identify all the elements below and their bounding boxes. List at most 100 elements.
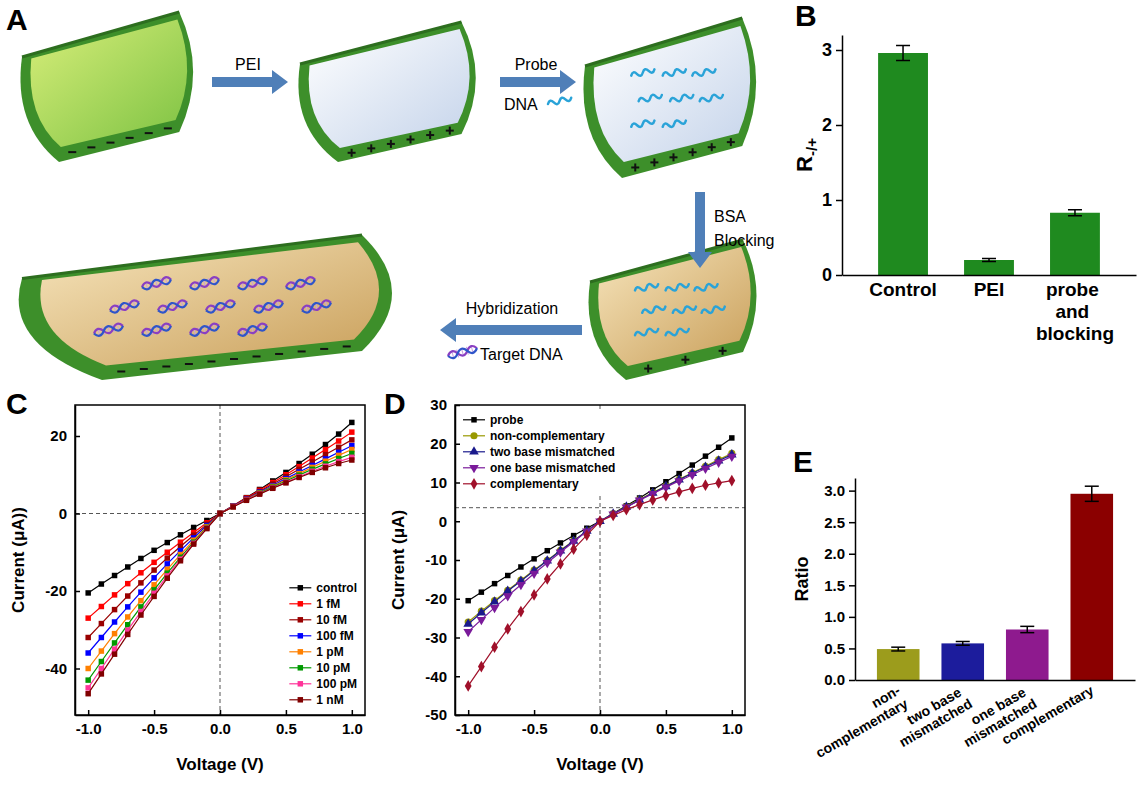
x-axis-tick-label: -1.0: [456, 720, 482, 737]
y-axis-tick-mark: [75, 591, 80, 593]
dna-strand: [189, 322, 220, 337]
x-axis-tick-label: 1.0: [722, 720, 743, 737]
series-marker: [165, 540, 170, 545]
series-marker: [610, 510, 617, 522]
y-axis-tick-mark: [455, 599, 460, 601]
bar: [878, 53, 928, 275]
y-axis-tick-mark: [455, 521, 460, 523]
error-bar-line: [891, 646, 905, 648]
x-axis: -1.0-0.50.00.51.0: [76, 710, 366, 737]
y-axis-tick-mark: [455, 715, 460, 717]
diagram-label: Target DNA: [480, 346, 563, 363]
legend-background: [286, 579, 360, 709]
x-axis-tick: complementary: [999, 680, 1097, 748]
legend-marker: [298, 617, 303, 622]
series-marker: [296, 474, 301, 479]
x-axis-tick: PEI: [974, 275, 1005, 300]
series-marker: [676, 486, 683, 498]
series-marker: [690, 462, 695, 467]
series-marker: [323, 442, 328, 447]
x-axis-tick-label: one base mismatched: [953, 682, 1039, 750]
double-strand-dna: [237, 276, 268, 291]
x-axis-tick-label: non-complementary: [805, 682, 911, 761]
series-marker: [557, 558, 564, 570]
series-marker: [112, 631, 117, 636]
x-axis-tick: -0.5: [142, 710, 168, 737]
y-axis-tick: 0: [59, 505, 80, 522]
series-marker: [270, 485, 275, 490]
double-strand-dna: [189, 276, 220, 291]
legend-item: complementary: [463, 477, 579, 491]
x-axis-tick-label: -0.5: [522, 720, 548, 737]
charge-sign: [230, 358, 238, 360]
y-axis-tick: -20: [425, 590, 460, 607]
series-marker: [703, 453, 708, 458]
y-axis-line: [855, 479, 857, 681]
series-marker: [463, 618, 473, 626]
series-marker: [112, 619, 117, 624]
series-marker: [728, 475, 735, 487]
legend-marker: [298, 633, 303, 638]
charge-sign: [253, 355, 261, 357]
legend-label: 100 fM: [316, 629, 353, 643]
x-axis-tick: -0.5: [522, 710, 548, 737]
double-strand-dna: [141, 322, 172, 337]
error-bar-line: [956, 645, 970, 647]
arrow: [440, 318, 582, 342]
series-marker: [217, 511, 222, 516]
legend-label: probe: [490, 413, 524, 427]
x-axis-tick-mark: [732, 710, 734, 715]
legend-marker: [298, 585, 303, 590]
probe-dna: [669, 93, 693, 104]
dna-strand: [285, 276, 316, 291]
series-marker: [465, 598, 470, 603]
y-axis-tick: 0.0: [824, 671, 855, 688]
series-marker: [230, 503, 235, 508]
x-axis-tick-label: 0.0: [590, 720, 611, 737]
series-marker: [85, 677, 90, 682]
series-marker: [544, 573, 551, 585]
legend-item: two base mismatched: [463, 445, 615, 459]
y-axis-tick: -10: [425, 551, 460, 568]
y-axis-tick: 1.5: [824, 577, 855, 594]
series-marker: [112, 573, 117, 578]
legend-marker: [298, 681, 303, 686]
plot-area: [75, 405, 365, 715]
series-marker: [165, 575, 170, 580]
y-axis-tick: 2: [822, 115, 842, 135]
charge-sign: [87, 146, 95, 148]
charge-sign: [684, 356, 686, 364]
charge-sign: [343, 345, 351, 347]
y-axis-tick-label: -10: [425, 551, 447, 568]
x-axis-tick-label: -0.5: [142, 720, 168, 737]
series-marker: [138, 556, 143, 561]
y-axis-tick-mark: [75, 668, 80, 670]
series-marker: [217, 511, 222, 516]
dna-strand: [93, 322, 124, 337]
tube-inner: [593, 26, 750, 162]
dna-strand: [447, 345, 478, 360]
y-axis-tick-mark: [75, 513, 80, 515]
y-axis-tick-label: 1.5: [824, 577, 845, 594]
series-marker: [516, 582, 526, 590]
x-axis-tick: 0.0: [590, 710, 611, 737]
error-bar-line: [1020, 626, 1034, 628]
y-axis-tick-label: 0: [439, 513, 447, 530]
probe-dna: [665, 327, 689, 338]
x-axis-tick: probe and blocking: [1036, 275, 1114, 344]
series-marker: [125, 632, 130, 637]
series-marker: [349, 429, 354, 434]
series-marker: [336, 461, 341, 466]
error-bar: [982, 259, 996, 262]
error-bar-line: [956, 641, 970, 643]
bar: [877, 649, 920, 680]
series-marker: [492, 581, 497, 586]
y-axis: -40-20020: [45, 406, 80, 716]
series-marker: [649, 494, 656, 506]
series-marker: [151, 560, 156, 565]
series-marker: [283, 480, 288, 485]
charge-sign: [722, 347, 724, 355]
charge-sign: [410, 135, 412, 143]
tube: [20, 12, 193, 162]
series-marker: [99, 648, 104, 653]
